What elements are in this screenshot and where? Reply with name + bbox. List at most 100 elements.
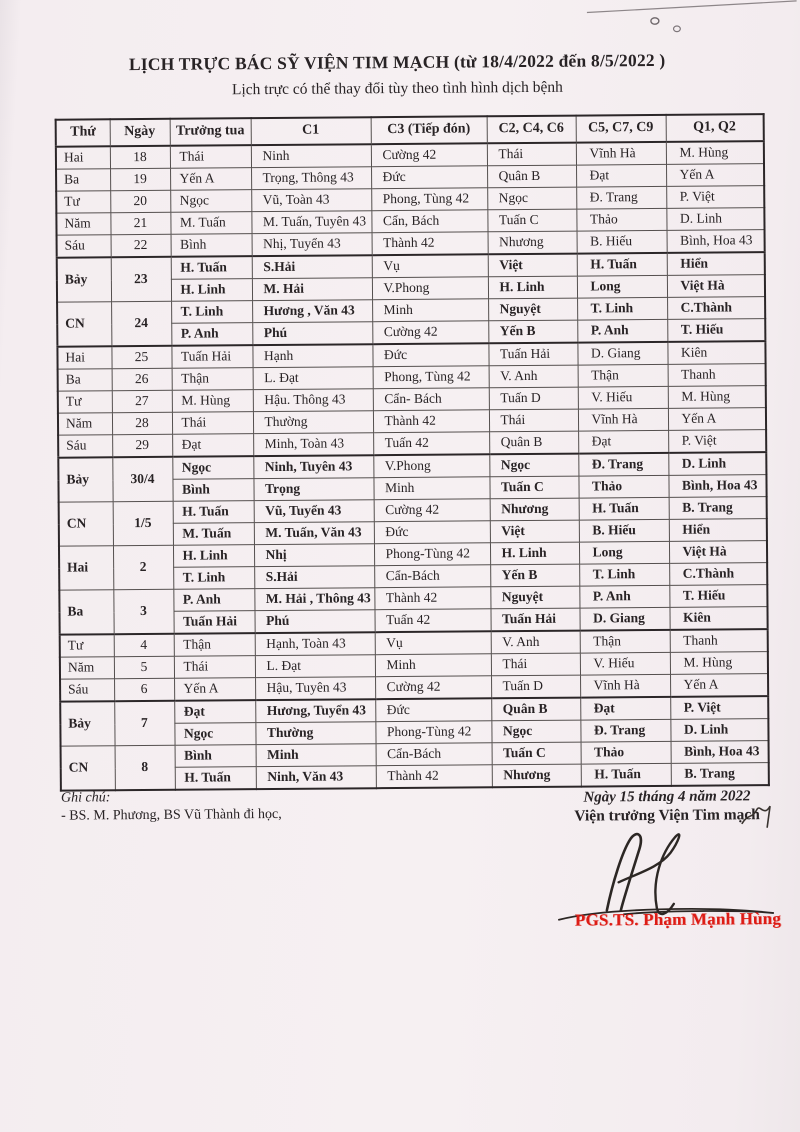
- page-subtitle: Lịch trực có thể thay đổi tùy theo tình …: [231, 78, 563, 99]
- table-cell: Bình: [170, 233, 252, 257]
- table-cell: P. Việt: [666, 185, 765, 209]
- table-cell: M. Tuấn: [172, 522, 254, 546]
- table-cell: Cường 42: [372, 320, 489, 345]
- table-cell: Tư: [59, 634, 114, 658]
- table-cell: T. Linh: [579, 563, 670, 587]
- table-cell: 28: [111, 412, 173, 435]
- table-cell: Tư: [57, 390, 112, 414]
- table-cell: Thảo: [580, 741, 671, 765]
- table-cell: Phong-Tùng 42: [375, 720, 492, 744]
- col-header-ngay: Ngày: [109, 118, 170, 147]
- table-cell: Tuấn D: [488, 387, 578, 410]
- table-cell: CN: [57, 301, 112, 347]
- notes-label: Ghi chú:: [60, 790, 111, 806]
- table-cell: L. Đạt: [252, 366, 373, 390]
- table-cell: H. Tuấn: [580, 763, 671, 787]
- table-cell: M. Hùng: [665, 141, 764, 165]
- table-cell: Vĩnh Hà: [575, 141, 667, 166]
- table-cell: 6: [114, 678, 175, 702]
- table-cell: Nhị: [253, 543, 375, 567]
- table-cell: Nguyệt: [490, 586, 580, 609]
- table-cell: Minh: [372, 298, 489, 322]
- table-cell: Vụ: [371, 254, 488, 278]
- table-cell: Nhương: [489, 498, 579, 521]
- note-text: - BS. M. Phương, BS Vũ Thành đi học,: [61, 806, 282, 824]
- table-cell: Cẩn, Bách: [371, 209, 488, 233]
- table-cell: H. Tuấn: [578, 497, 669, 521]
- table-cell: Bảy: [60, 701, 115, 747]
- table-cell: 1/5: [112, 501, 173, 546]
- table-cell: V. Hiếu: [579, 652, 671, 676]
- table-cell: Thái: [488, 409, 579, 432]
- table-cell: V. Hiếu: [577, 386, 668, 410]
- table-cell: 3: [113, 589, 174, 635]
- table-cell: Ngọc: [487, 187, 577, 210]
- table-cell: Minh: [374, 653, 492, 677]
- table-cell: Yến B: [490, 564, 580, 587]
- col-header-truong-tua: Trưởng tua: [169, 118, 251, 146]
- table-cell: Bảy: [56, 257, 112, 303]
- table-cell: Bình, Hoa 43: [668, 474, 767, 498]
- table-cell: Sáu: [60, 678, 115, 702]
- table-cell: B. Trang: [668, 496, 767, 520]
- table-cell: M. Hùng: [171, 389, 253, 413]
- table-cell: Tuấn D: [491, 675, 581, 699]
- table-cell: Đạt: [580, 696, 671, 721]
- table-cell: P. Anh: [171, 322, 253, 346]
- table-cell: CN: [58, 501, 113, 547]
- table-cell: D. Linh: [668, 452, 767, 476]
- table-cell: Nhương: [491, 764, 581, 788]
- table-cell: P. Anh: [577, 319, 668, 343]
- table-cell: Sáu: [58, 434, 113, 458]
- table-cell: Đạt: [578, 430, 669, 454]
- col-header-thu: Thứ: [55, 119, 110, 147]
- table-cell: Thận: [171, 367, 253, 391]
- table-cell: 22: [110, 234, 171, 258]
- table-cell: B. Trang: [670, 762, 769, 786]
- table-cell: 5: [113, 656, 175, 679]
- table-cell: Việt: [487, 253, 577, 277]
- table-cell: Đạt: [576, 164, 667, 188]
- table-cell: Thái: [169, 145, 252, 169]
- table-cell: Vụ: [374, 631, 491, 655]
- table-cell: Quân B: [487, 165, 577, 188]
- table-cell: Thanh: [667, 363, 766, 387]
- table-cell: Ninh, Tuyên 43: [253, 455, 374, 479]
- table-cell: Hạnh, Toàn 43: [254, 632, 375, 656]
- table-cell: C.Thành: [667, 296, 766, 320]
- table-cell: Bình, Hoa 43: [670, 740, 769, 764]
- table-cell: Tuấn C: [489, 476, 579, 499]
- table-cell: Thái: [486, 142, 577, 166]
- table-cell: T. Hiếu: [667, 318, 766, 342]
- table-cell: Thành 42: [372, 409, 490, 433]
- table-cell: Tuấn Hải: [488, 342, 578, 366]
- table-cell: Bình: [172, 478, 254, 502]
- table-cell: 25: [111, 345, 172, 369]
- table-cell: Cẩn- Bách: [372, 387, 489, 411]
- table-cell: C.Thành: [669, 562, 768, 586]
- table-cell: P. Anh: [579, 585, 670, 609]
- table-cell: Đ. Trang: [580, 719, 671, 743]
- table-cell: Hai: [58, 545, 114, 591]
- table-cell: Thái: [173, 655, 256, 679]
- table-cell: Đ. Trang: [578, 452, 669, 477]
- table-cell: T. Hiếu: [669, 584, 768, 608]
- table-cell: Cường 42: [375, 675, 492, 700]
- signature-scribble: [558, 832, 774, 921]
- table-cell: Tuấn 42: [373, 431, 490, 456]
- table-cell: H. Tuấn: [172, 500, 254, 524]
- table-cell: Đ. Trang: [576, 186, 667, 210]
- table-cell: Phong, Tùng 42: [371, 187, 488, 211]
- table-cell: Thanh: [669, 629, 768, 653]
- table-cell: 23: [110, 256, 172, 302]
- table-cell: Minh: [255, 743, 376, 767]
- table-cell: Hiển: [668, 518, 767, 542]
- table-cell: Tuấn C: [491, 742, 581, 765]
- schedule-body: Hai 18 Thái Ninh Cường 42 Thái Vĩnh Hà M. Hùng B…: [55, 141, 769, 791]
- table-cell: Tuấn Hải: [173, 610, 255, 634]
- table-cell: V. Anh: [488, 365, 578, 388]
- scan-edge-artifact: [586, 0, 797, 33]
- table-cell: T. Linh: [577, 297, 668, 321]
- table-cell: Tuấn C: [487, 209, 577, 232]
